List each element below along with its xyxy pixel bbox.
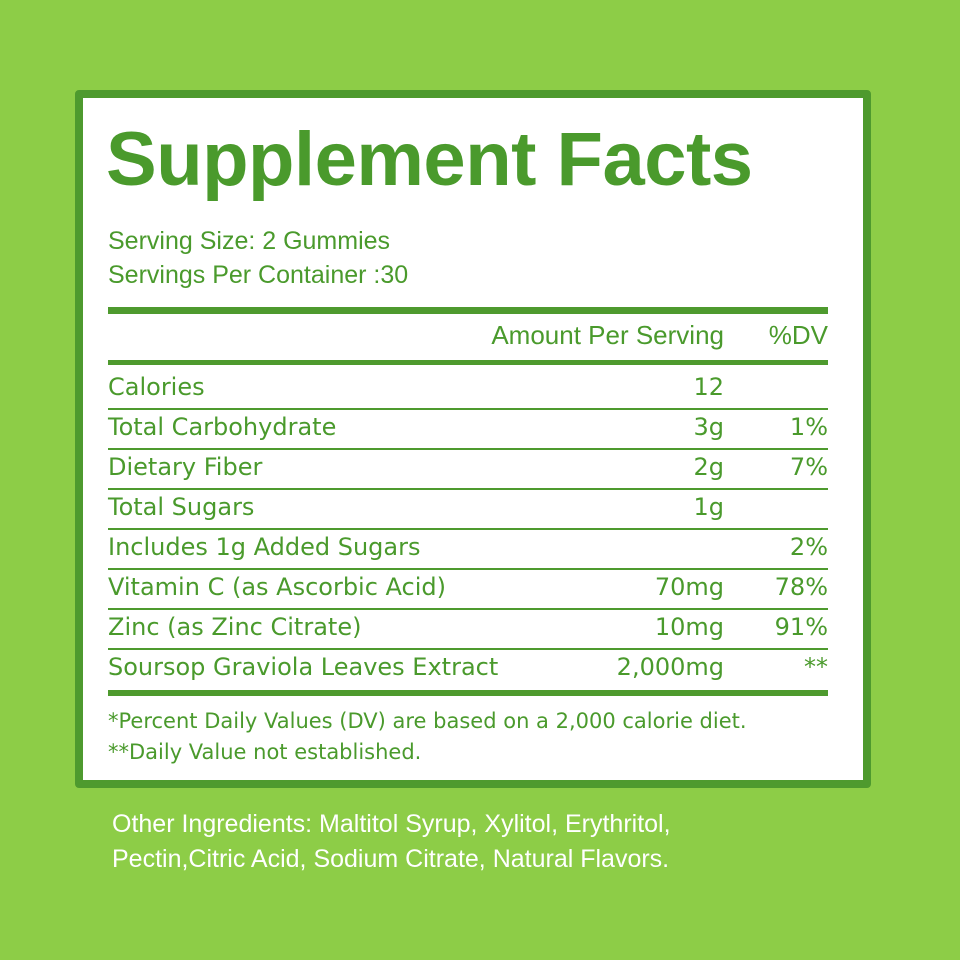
row-dv: ** <box>804 653 828 681</box>
row-amount: 3g <box>693 413 724 441</box>
row-rule <box>108 568 828 570</box>
row-rule <box>108 608 828 610</box>
footnote: *Percent Daily Values (DV) are based on … <box>108 709 747 733</box>
row-rule <box>108 448 828 450</box>
row-dv: 7% <box>789 453 828 481</box>
servings-per-container: Servings Per Container :30 <box>108 261 409 289</box>
facts-panel <box>75 90 871 788</box>
other-ingredients: Other Ingredients: Maltitol Syrup, Xylit… <box>112 810 671 838</box>
other-ingredients: Pectin,Citric Acid, Sodium Citrate, Natu… <box>112 845 670 873</box>
column-header: %DV <box>768 320 828 350</box>
row-name: Vitamin C (as Ascorbic Acid) <box>108 573 447 601</box>
row-amount: 70mg <box>654 573 724 601</box>
column-header: Amount Per Serving <box>491 320 724 350</box>
row-rule <box>108 648 828 650</box>
row-name: Soursop Graviola Leaves Extract <box>108 653 499 681</box>
thick-rule <box>108 360 828 365</box>
footnote: **Daily Value not established. <box>108 740 422 764</box>
row-amount: 2g <box>693 453 724 481</box>
row-amount: 1g <box>693 493 724 521</box>
row-name: Total Sugars <box>108 493 255 521</box>
row-rule <box>108 528 828 530</box>
row-name: Calories <box>108 373 205 401</box>
serving-size: Serving Size: 2 Gummies <box>108 227 391 255</box>
row-name: Zinc (as Zinc Citrate) <box>108 613 362 641</box>
row-name: Dietary Fiber <box>108 453 263 481</box>
row-rule <box>108 408 828 410</box>
row-amount: 12 <box>693 373 724 401</box>
row-dv: 91% <box>774 613 828 641</box>
row-name: Includes 1g Added Sugars <box>108 533 421 561</box>
thick-rule <box>108 690 828 696</box>
row-dv: 1% <box>789 413 828 441</box>
row-dv: 78% <box>774 573 828 601</box>
row-name: Total Carbohydrate <box>108 413 337 441</box>
row-dv: 2% <box>789 533 828 561</box>
row-rule <box>108 488 828 490</box>
row-amount: 10mg <box>654 613 724 641</box>
title: Supplement Facts <box>106 117 753 202</box>
thick-rule <box>108 307 828 314</box>
row-amount: 2,000mg <box>616 653 724 681</box>
